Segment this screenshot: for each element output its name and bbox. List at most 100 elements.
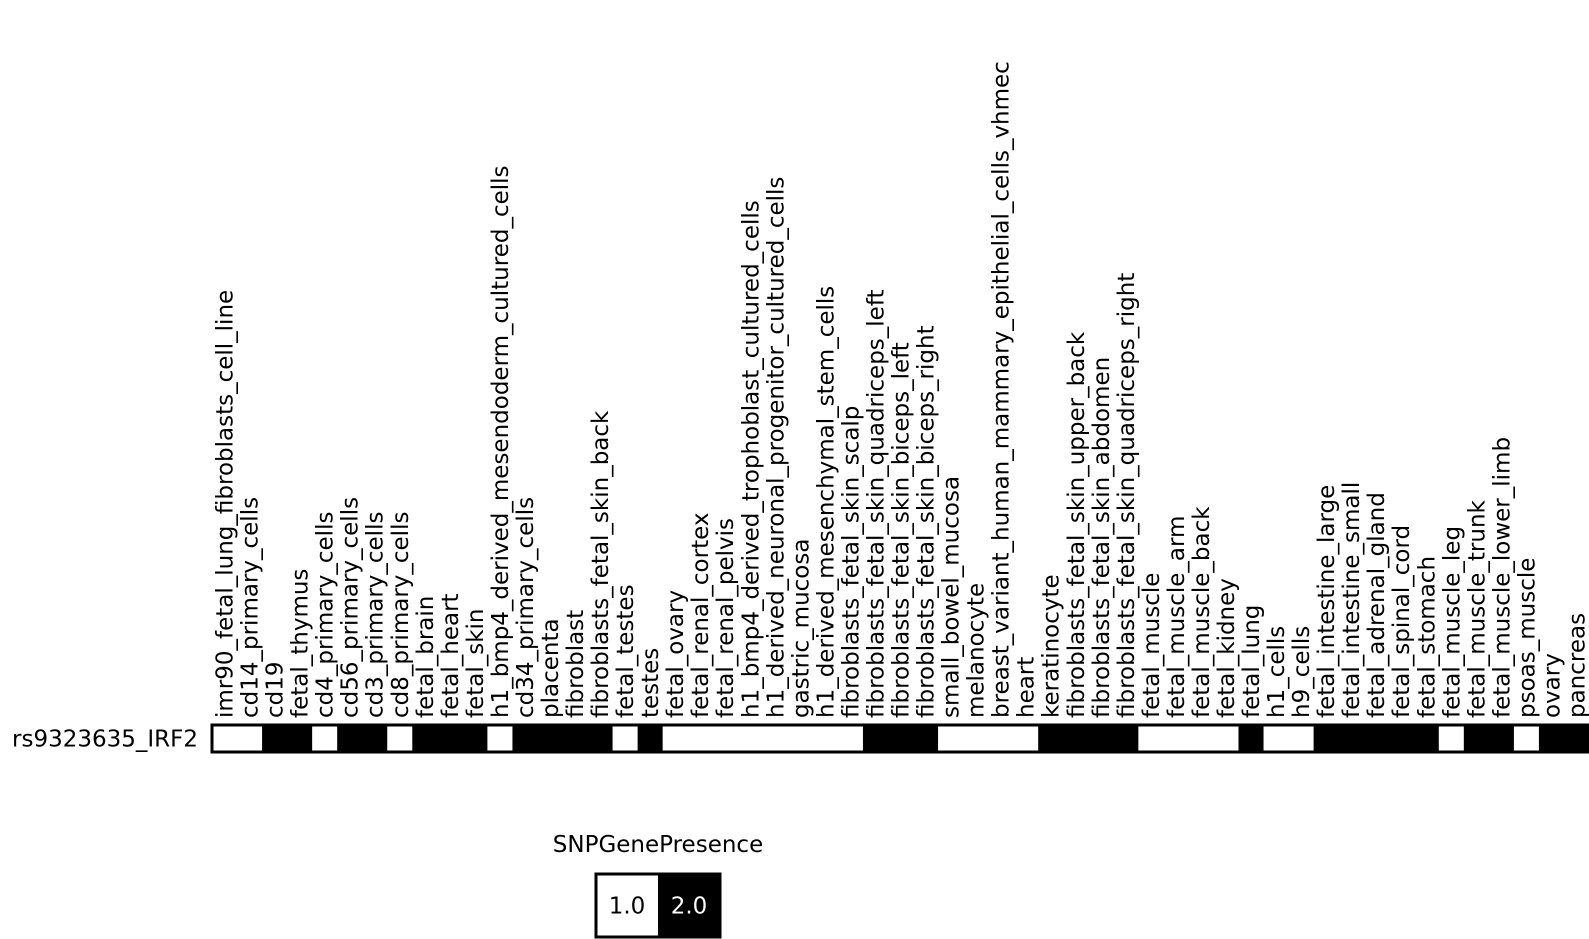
- heatmap-cell: [587, 725, 614, 752]
- column-label: h1_cells: [1264, 626, 1290, 718]
- column-label: fibroblasts_fetal_skin_biceps_right: [914, 325, 940, 718]
- heatmap-cell: [913, 725, 939, 752]
- heatmap-cell: [387, 725, 413, 752]
- column-label: cd19: [263, 661, 289, 718]
- column-label: imr90_fetal_lung_fibroblasts_cell_line: [213, 290, 239, 718]
- heatmap-cell: [1113, 725, 1139, 752]
- heatmap-cell: [1213, 725, 1240, 752]
- column-label: gastric_mucosa: [788, 539, 814, 718]
- heatmap-cell: [787, 725, 814, 752]
- column-label: fibroblasts_fetal_skin_quadriceps_left: [863, 289, 889, 718]
- column-label: fibroblasts_fetal_skin_upper_back: [1064, 331, 1090, 718]
- column-label: placenta: [538, 618, 564, 718]
- heatmap-cell: [1013, 725, 1039, 752]
- column-label: cd14_primary_cells: [238, 497, 264, 718]
- column-label: fetal_muscle_arm: [1164, 516, 1190, 718]
- heatmap-cell: [312, 725, 338, 752]
- heatmap-cell: [1188, 725, 1215, 752]
- column-label: fetal_ovary: [663, 590, 689, 718]
- heatmap-cell: [662, 725, 689, 752]
- column-label: fetal_lung: [1239, 605, 1265, 718]
- heatmap-cell: [612, 725, 639, 752]
- heatmap-cell: [938, 725, 964, 752]
- column-label: fetal_renal_cortex: [688, 513, 714, 718]
- column-label: fibroblasts_fetal_skin_back: [588, 410, 614, 718]
- column-label: fetal_stomach: [1414, 556, 1440, 718]
- column-label: breast_variant_human_mammary_epithelial_…: [989, 61, 1015, 718]
- heatmap-cell: [1388, 725, 1415, 752]
- column-label: fetal_muscle_trunk: [1464, 499, 1490, 718]
- column-label: fetal_muscle_leg: [1439, 526, 1465, 718]
- column-label: ovary: [1539, 653, 1565, 718]
- heatmap-cell: [1463, 725, 1490, 752]
- heatmap-cell: [262, 725, 288, 752]
- column-label: fibroblast: [563, 610, 589, 718]
- heatmap-cell: [562, 725, 589, 752]
- heatmap-cell: [1363, 725, 1390, 752]
- heatmap-cell: [462, 725, 488, 752]
- legend-frame: [594, 872, 722, 939]
- column-label: melanocyte: [964, 583, 990, 718]
- column-label: cd56_primary_cells: [338, 497, 364, 718]
- heatmap-cell: [512, 725, 539, 752]
- legend-label: 2.0: [671, 894, 708, 920]
- heatmap-cell: [963, 725, 989, 752]
- column-label: fetal_testes: [613, 584, 639, 718]
- heatmap-frame: [210, 723, 1589, 754]
- column-label: fibroblasts_fetal_skin_scalp: [838, 406, 864, 718]
- column-label: fibroblasts_fetal_skin_abdomen: [1089, 357, 1115, 718]
- column-label: cd8_primary_cells: [388, 512, 414, 718]
- heatmap-cell: [988, 725, 1014, 752]
- heatmap-cell: [337, 725, 363, 752]
- column-label: testes: [638, 648, 664, 718]
- column-label: fetal_kidney: [1214, 578, 1240, 718]
- heatmap-cell: [812, 725, 839, 752]
- column-label: fetal_heart: [438, 593, 464, 718]
- heatmap-cell: [412, 725, 438, 752]
- heatmap-cell: [1038, 725, 1064, 752]
- heatmap-cell: [1438, 725, 1465, 752]
- column-label: keratinocyte: [1039, 574, 1065, 718]
- heatmap-cell: [1513, 725, 1540, 752]
- heatmap-cell: [1288, 725, 1315, 752]
- heatmap-cell: [362, 725, 388, 752]
- heatmap-cell: [237, 725, 263, 752]
- column-label: fetal_intestine_small: [1339, 482, 1365, 718]
- column-label: fetal_muscle_lower_limb: [1489, 437, 1515, 718]
- column-label: fibroblasts_fetal_skin_biceps_left: [889, 342, 915, 718]
- heatmap-cell: [1263, 725, 1290, 752]
- column-label: cd4_primary_cells: [313, 512, 339, 718]
- heatmap-cells: [212, 725, 1589, 752]
- heatmap-cell: [1063, 725, 1089, 752]
- column-label: h1_bmp4_derived_mesendoderm_cultured_cel…: [488, 165, 514, 718]
- column-label: cd3_primary_cells: [363, 512, 389, 718]
- column-label: h9_cells: [1289, 626, 1315, 718]
- column-label: fetal_brain: [413, 596, 439, 718]
- heatmap-cell: [1338, 725, 1365, 752]
- heatmap-cell: [887, 725, 914, 752]
- column-label: cd34_primary_cells: [513, 497, 539, 718]
- heatmap-cell: [712, 725, 739, 752]
- legend-swatch: [596, 874, 658, 937]
- row-labels: rs9323635_IRF2: [12, 727, 198, 753]
- heatmap-cell: [437, 725, 463, 752]
- heatmap-cell: [1488, 725, 1515, 752]
- heatmap-cell: [1138, 725, 1164, 752]
- column-label: fetal_thymus: [288, 569, 314, 718]
- column-label: h1_derived_mesenchymal_stem_cells: [813, 286, 839, 718]
- column-label: fetal_adrenal_gland: [1364, 492, 1390, 718]
- heatmap-cell: [1238, 725, 1265, 752]
- column-label: fetal_renal_pelvis: [713, 518, 739, 718]
- column-label: fetal_skin: [463, 608, 489, 718]
- heatmap-cell: [737, 725, 764, 752]
- column-label: fibroblasts_fetal_skin_quadriceps_right: [1114, 273, 1140, 718]
- legend-title: SNPGenePresence: [553, 832, 763, 858]
- heatmap-cell: [1563, 725, 1589, 752]
- column-label: h1_bmp4_derived_trophoblast_cultured_cel…: [738, 200, 764, 718]
- legend-label: 1.0: [609, 894, 646, 920]
- heatmap-cell: [1088, 725, 1114, 752]
- column-labels: imr90_fetal_lung_fibroblasts_cell_line cd…: [213, 61, 1589, 718]
- heatmap-cell: [837, 725, 864, 752]
- heatmap-cell: [487, 725, 514, 752]
